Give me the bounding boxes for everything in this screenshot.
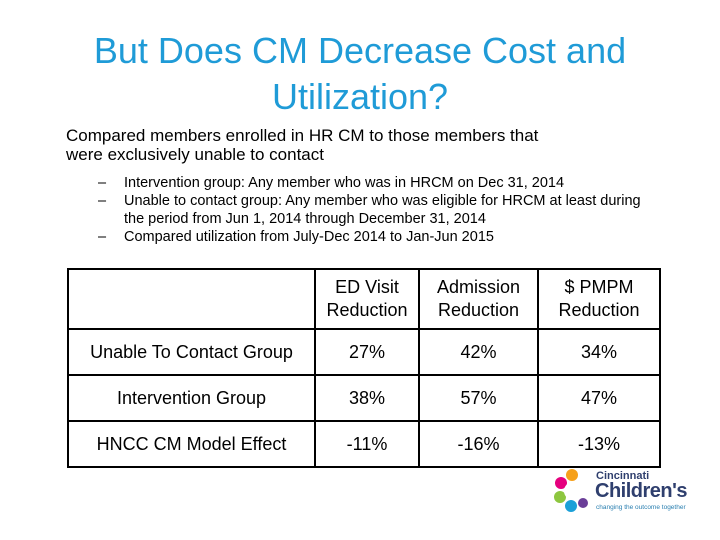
slide-title-line-2: Utilization? <box>271 76 449 117</box>
table-corner-cell <box>67 268 316 330</box>
table-row: Intervention Group 38% 57% 47% <box>67 374 661 422</box>
header-line: ED Visit <box>335 277 399 297</box>
logo-dot-purple <box>578 498 588 508</box>
table-cell: 42% <box>418 328 539 376</box>
results-table: ED Visit Reduction Admission Reduction $… <box>67 268 661 468</box>
header-line: Admission <box>436 277 521 297</box>
table-cell: 57% <box>418 374 539 422</box>
table-cell: -11% <box>314 420 420 468</box>
bullet-text: Compared utilization from July-Dec 2014 … <box>124 229 494 245</box>
row-label: Unable To Contact Group <box>67 328 316 376</box>
header-ed-visit-reduction: ED Visit Reduction <box>314 268 420 330</box>
table-cell: 34% <box>537 328 661 376</box>
bullet-dash: – <box>98 193 107 209</box>
table-cell: -13% <box>537 420 661 468</box>
bullet-item: – Intervention group: Any member who was… <box>98 174 658 192</box>
slide-title-line-1: But Does CM Decrease Cost and <box>93 30 627 71</box>
logo-mark-icon <box>554 469 588 512</box>
cincinnati-childrens-logo: Cincinnati Children's changing the outco… <box>552 466 702 516</box>
bullet-dash: – <box>98 229 107 245</box>
intro-text: Compared members enrolled in HR CM to th… <box>66 126 666 164</box>
bullet-item: – Compared utilization from July-Dec 201… <box>98 228 658 246</box>
bullet-text: Unable to contact group: Any member who … <box>124 193 641 227</box>
logo-text-cincinnati: Cincinnati <box>596 470 650 482</box>
header-line: Reduction <box>326 300 408 320</box>
logo-dot-magenta <box>555 477 567 489</box>
table-cell: 27% <box>314 328 420 376</box>
table-row: Unable To Contact Group 27% 42% 34% <box>67 328 661 376</box>
logo-dot-orange <box>566 469 578 481</box>
bullet-list: – Intervention group: Any member who was… <box>98 174 658 246</box>
table-cell: 47% <box>537 374 661 422</box>
logo-dot-blue <box>565 500 577 512</box>
table-cell: 38% <box>314 374 420 422</box>
slide-title: But Does CM Decrease Cost and Utilizatio… <box>40 28 680 120</box>
header-line: Reduction <box>558 300 640 320</box>
table-header-row: ED Visit Reduction Admission Reduction $… <box>67 268 661 330</box>
logo-dot-green <box>554 491 566 503</box>
row-label: Intervention Group <box>67 374 316 422</box>
logo-tagline: changing the outcome together <box>596 504 686 511</box>
bullet-item: – Unable to contact group: Any member wh… <box>98 192 658 228</box>
header-admission-reduction: Admission Reduction <box>418 268 539 330</box>
intro-line-2: were exclusively unable to contact <box>66 145 324 164</box>
row-label: HNCC CM Model Effect <box>67 420 316 468</box>
intro-line-1: Compared members enrolled in HR CM to th… <box>66 126 539 145</box>
bullet-text: Intervention group: Any member who was i… <box>124 175 565 191</box>
bullet-dash: – <box>98 175 107 191</box>
header-line: Reduction <box>437 300 520 320</box>
table-row: HNCC CM Model Effect -11% -16% -13% <box>67 420 661 468</box>
header-line: $ PMPM <box>564 277 634 297</box>
table-cell: -16% <box>418 420 539 468</box>
logo-text-childrens: Children's <box>595 480 688 502</box>
header-pmpm-reduction: $ PMPM Reduction <box>537 268 661 330</box>
